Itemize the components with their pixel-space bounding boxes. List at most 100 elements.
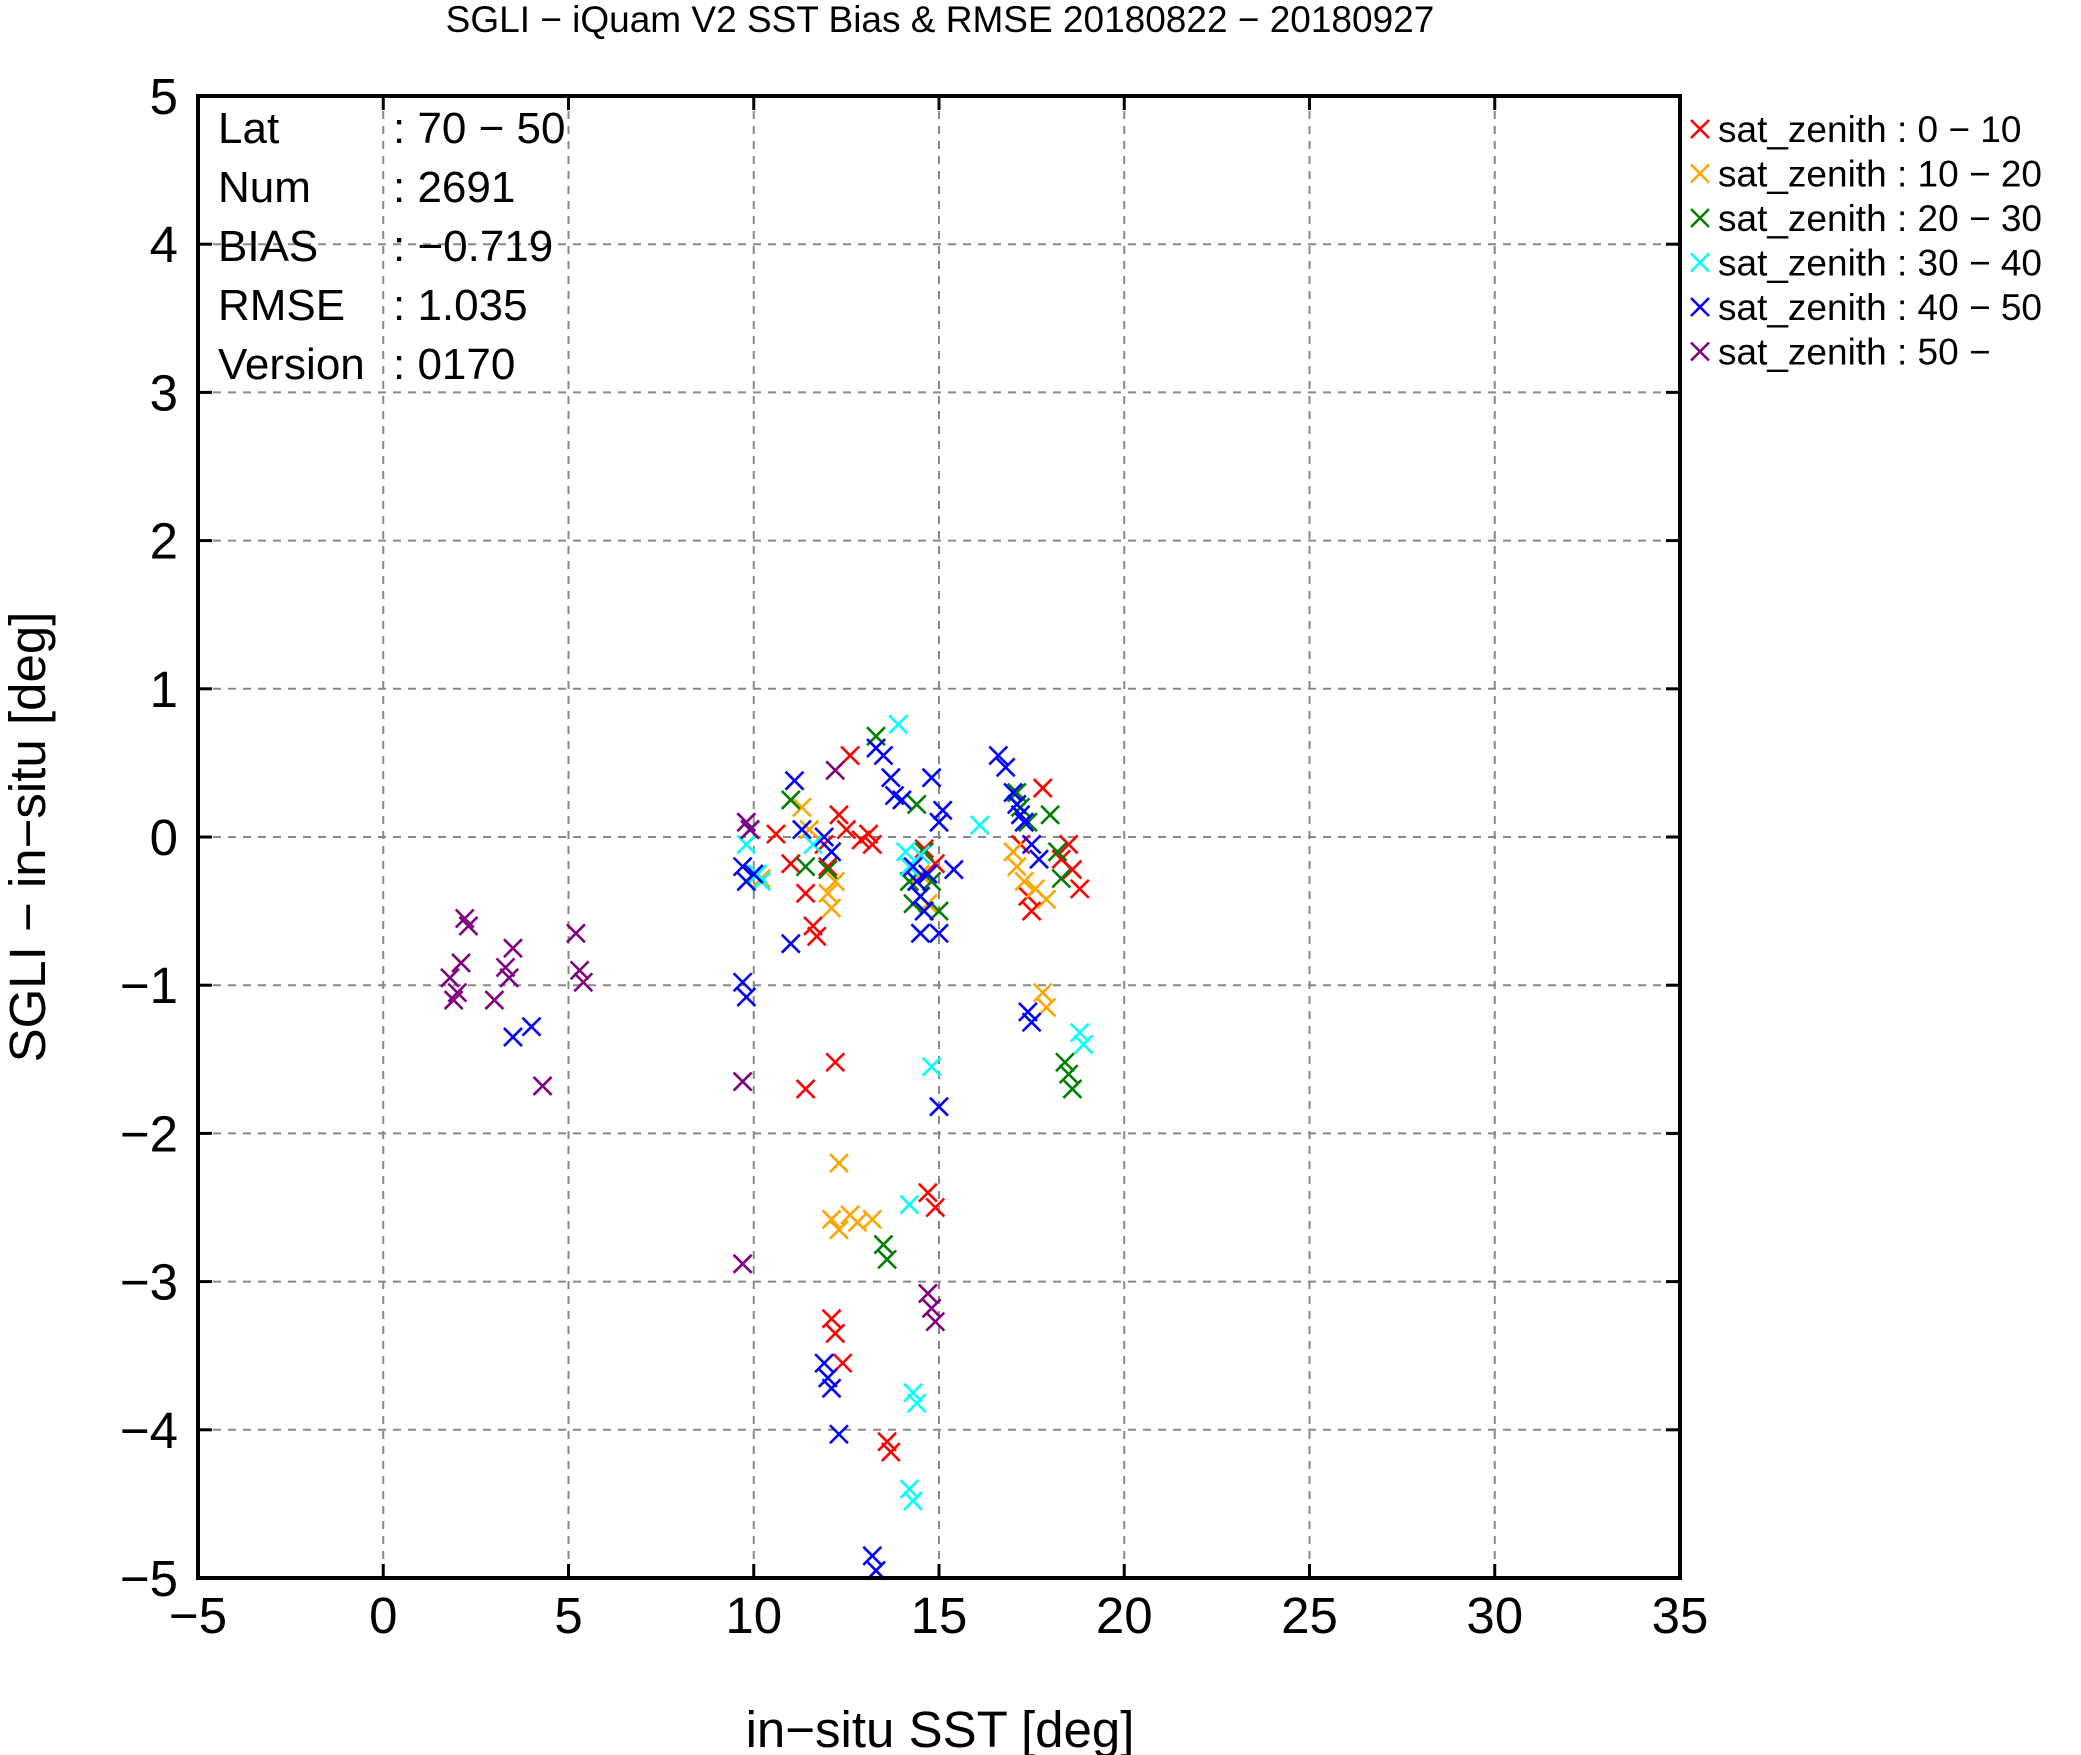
data-point [484,990,505,1010]
data-point [569,960,590,981]
data-point [784,770,805,791]
data-point [825,871,846,892]
data-point [1051,868,1072,889]
data-point [906,871,927,892]
data-point [732,972,753,993]
data-point [1058,834,1079,855]
legend-label: sat_zenith : 40 − 50 [1718,287,2042,328]
data-point [903,1382,923,1403]
data-point [1058,1064,1079,1085]
x-tick-label: 30 [1466,1587,1523,1644]
legend-label: sat_zenith : 0 − 10 [1718,109,2021,150]
data-point [1003,782,1024,803]
data-point [565,923,586,944]
data-point [795,856,816,877]
data-point [1047,841,1068,862]
data-point [766,824,786,844]
x-tick-label: 20 [1096,1587,1153,1644]
y-tick-label: −4 [120,1402,178,1459]
data-point [873,1234,894,1255]
y-tick-label: 5 [150,68,178,125]
data-point [899,871,920,892]
data-point [914,901,935,922]
data-point [736,987,757,1007]
data-points [440,714,1094,1581]
x-tick-label: −5 [169,1587,227,1644]
data-point [862,1545,883,1566]
data-point [780,933,801,954]
data-point [903,1491,923,1511]
y-tick-label: −1 [120,957,178,1014]
legend-marker [1690,252,1710,273]
data-point [814,1353,835,1374]
data-point [910,886,931,907]
legend-entry: sat_zenith : 10 − 20 [1690,154,2042,195]
data-point [795,1079,816,1099]
legend-marker [1690,119,1710,139]
stats-box: Lat: 70 − 50 Num: 2691 BIAS: −0.719 RMSE: 1… [218,104,565,389]
data-point [791,819,812,840]
data-point [829,804,849,825]
y-tick-label: 3 [150,364,178,421]
data-point [573,972,594,993]
x-tick-label: 5 [554,1587,582,1644]
axis-ticks: −5 0 5 10 15 20 25 30 35 −5 −4 −3 −2 −1 0 1 2 3 4 5 [120,68,1709,1644]
data-point [1040,804,1061,825]
data-point [825,760,846,781]
y-tick-label: 4 [150,216,178,273]
stats-label: Num [218,163,311,212]
stats-value: : −0.719 [393,222,553,271]
data-point [1055,1052,1075,1073]
data-point [877,1431,898,1452]
data-point [903,856,923,877]
data-point [888,714,909,735]
data-point [862,834,883,855]
data-point [917,1182,938,1203]
x-axis-label: in−situ SST [deg] [746,1701,1135,1755]
data-point [440,967,460,988]
data-point [906,794,927,815]
data-point [1021,1012,1042,1033]
data-point [503,938,523,959]
stats-value: : 0170 [393,340,515,389]
data-point [821,1209,842,1230]
data-point [503,1027,523,1047]
data-point [921,1298,942,1319]
data-point [821,1308,842,1329]
data-point [1006,856,1027,877]
data-point [925,1311,946,1332]
legend-marker [1690,208,1710,228]
y-tick-label: −2 [120,1105,178,1162]
data-point [862,1209,883,1230]
grid-lines [198,96,1680,1578]
chart-title: SGLI − iQuam V2 SST Bias & RMSE 20180822… [446,0,1435,40]
data-point [1014,812,1035,833]
data-point [458,916,479,936]
data-point [917,1283,938,1304]
data-point [988,745,1009,766]
data-point [451,953,471,973]
data-point [914,838,935,859]
data-point [740,819,760,840]
y-tick-label: −5 [120,1550,178,1607]
x-tick-label: 10 [725,1587,782,1644]
data-point [1069,878,1090,899]
data-point [1018,1001,1038,1022]
stats-label: BIAS [218,222,318,271]
legend-marker [1690,297,1710,317]
data-point [892,790,912,810]
data-point [732,856,753,877]
data-point [1021,901,1042,922]
data-point [1032,982,1053,1003]
data-point [806,926,827,947]
data-point [825,1323,846,1344]
data-point [803,834,823,855]
data-point [880,1442,901,1462]
stats-value: : 1.035 [393,281,528,330]
data-point [1032,778,1053,799]
x-tick-label: 25 [1281,1587,1338,1644]
data-point [732,1071,753,1092]
data-point [829,1153,849,1173]
